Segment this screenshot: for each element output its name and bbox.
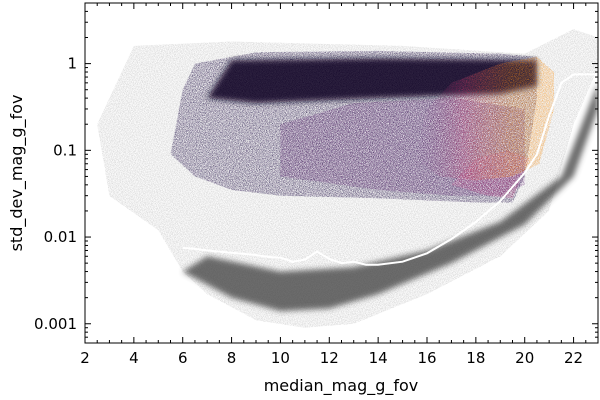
x-tick-label: 12 — [320, 349, 339, 367]
x-tick-label: 8 — [227, 349, 237, 367]
x-tick-labels: 2 4 6 8 10 12 14 16 18 20 22 — [80, 349, 583, 367]
y-tick-label: 0.01 — [44, 228, 77, 246]
x-tick-label: 16 — [417, 349, 436, 367]
x-tick-label: 4 — [129, 349, 139, 367]
x-tick-label: 6 — [178, 349, 188, 367]
point-density-cloud — [97, 29, 598, 328]
y-tick-label: 0.001 — [34, 315, 77, 333]
orange-cluster — [414, 56, 554, 181]
median-curve — [182, 73, 598, 266]
y-tick-label: 1 — [67, 55, 77, 73]
y-tick-labels: 0.001 0.01 0.1 1 — [34, 55, 77, 333]
gray-density-core — [182, 82, 598, 312]
x-tick-label: 14 — [369, 349, 388, 367]
y-tick-label: 0.1 — [53, 141, 77, 159]
x-axis-label: median_mag_g_fov — [264, 376, 419, 396]
x-tick-label: 20 — [515, 349, 534, 367]
x-tick-label: 18 — [466, 349, 485, 367]
x-tick-label: 10 — [271, 349, 290, 367]
plot-frame — [84, 2, 599, 344]
y-axis-label: std_dev_mag_g_fov — [7, 95, 27, 252]
x-tick-label: 22 — [564, 349, 583, 367]
x-tick-label: 2 — [80, 349, 90, 367]
